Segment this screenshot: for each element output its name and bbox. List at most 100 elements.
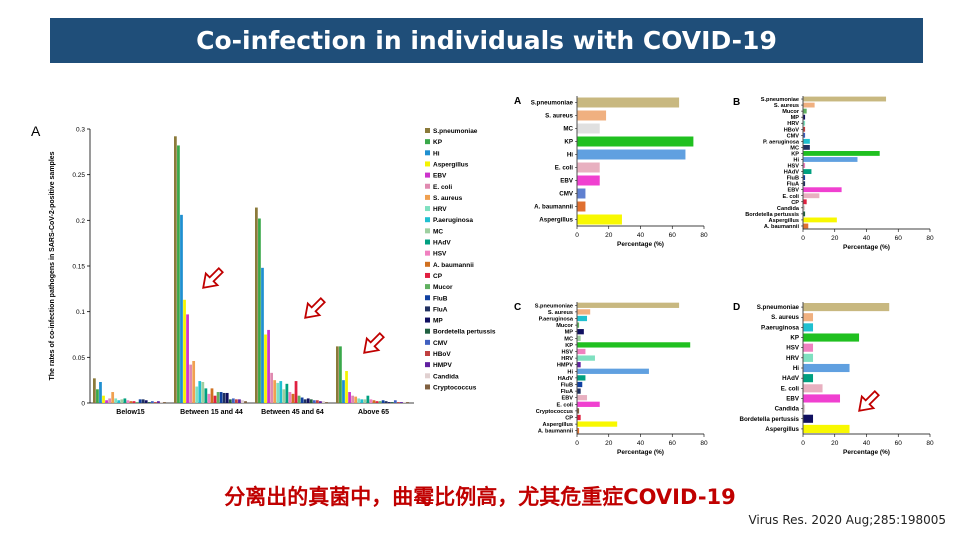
bar [803,414,814,423]
bar [577,401,600,407]
y-tick-label: 0.2 [76,218,85,225]
x-tick-label: 20 [605,232,613,239]
y-tick-label: HAdV [784,170,799,176]
bar [803,138,810,144]
legend-item: E. coli [433,184,452,191]
x-tick-label: 80 [700,232,708,239]
arrow-icon [858,390,880,412]
title-banner: Co-infection in individuals with COVID-1… [50,18,923,63]
bar [577,214,622,225]
bar [577,368,649,374]
legend-item: P.aeruginosa [433,217,473,224]
bar [177,145,180,403]
bar [577,322,580,328]
y-tick-label: HSV [561,350,573,356]
bar [577,362,581,368]
bar [577,201,586,212]
y-tick-label: P.aeruginosa [761,324,800,331]
y-tick-label: CMV [787,133,800,139]
x-tick-label: 60 [895,440,903,447]
y-tick-label: S. aureus [774,103,799,109]
y-tick-label: FluA [787,182,799,188]
bar [803,157,858,162]
bar [201,381,205,403]
bar [577,355,595,361]
y-tick-label: Cryptococcus [536,409,573,415]
bar [138,399,142,403]
bar [244,401,247,403]
y-tick-label: MC [563,126,573,133]
x-tick-label: Between 15 and 44 [180,409,243,416]
bar [132,401,136,403]
bar [183,299,186,403]
bar [99,381,102,403]
bar [577,309,591,315]
legend-swatch [425,306,430,312]
legend-item: HRV [433,206,447,213]
legend-item: HSV [433,251,447,258]
legend-item: Candida [433,373,459,380]
bar [803,175,806,181]
bar [160,402,163,403]
legend-item: KP [433,139,443,146]
y-tick-label: CP [565,416,573,422]
bar [577,315,588,322]
bar [300,397,304,403]
legend-swatch [425,206,430,212]
bar [803,394,841,403]
x-tick-label: 60 [669,440,677,447]
bar [577,342,691,348]
bar [803,193,820,199]
bar [228,399,232,403]
bar [216,392,220,403]
y-tick-label: Mucor [556,323,574,329]
y-tick-label: 0.3 [76,127,85,134]
legend-item: FluA [433,306,448,313]
bar [210,388,214,403]
legend-swatch [425,217,430,223]
y-tick-label: EBV [560,178,574,185]
bar [186,314,189,403]
y-tick-label: S.pneumoniae [531,100,574,107]
y-tick-label: S.pneumoniae [535,303,573,309]
bar [108,398,111,403]
bar [195,386,199,403]
bar [577,123,600,134]
x-tick-label: 0 [801,235,805,242]
bar [309,399,313,403]
bar [135,402,139,403]
bar [803,144,810,150]
y-tick-label: KP [564,139,573,146]
bar [336,346,339,403]
bar [357,398,361,403]
bar [803,211,806,217]
bar [803,132,806,138]
legend-item: S.pneumoniae [433,128,478,135]
bar [363,399,367,403]
bar [276,382,280,403]
y-tick-label: 0.15 [72,264,85,271]
citation: Virus Res. 2020 Aug;285:198005 [748,513,946,527]
y-tick-label: Aspergillus [543,422,573,428]
legend-item: Hi [433,150,440,157]
bar [306,398,310,403]
legend-swatch [425,351,430,356]
x-tick-label: 40 [863,440,871,447]
y-tick-label: Hi [793,365,799,372]
y-tick-label: MC [564,336,573,342]
bar [123,398,127,403]
bar [312,400,316,403]
x-tick-label: 80 [926,440,934,447]
bar [803,217,837,223]
x-tick-label: 20 [831,235,839,242]
y-tick-label: S. aureus [545,113,573,120]
legend-item: A. baumannii [433,262,474,269]
bar [577,329,584,335]
bar [120,399,124,403]
bar [316,400,319,403]
y-tick-label: 0 [81,401,85,408]
bar [342,380,345,403]
bar [577,175,600,186]
bar [117,400,121,403]
y-tick-label: S.pneumoniae [761,97,799,103]
